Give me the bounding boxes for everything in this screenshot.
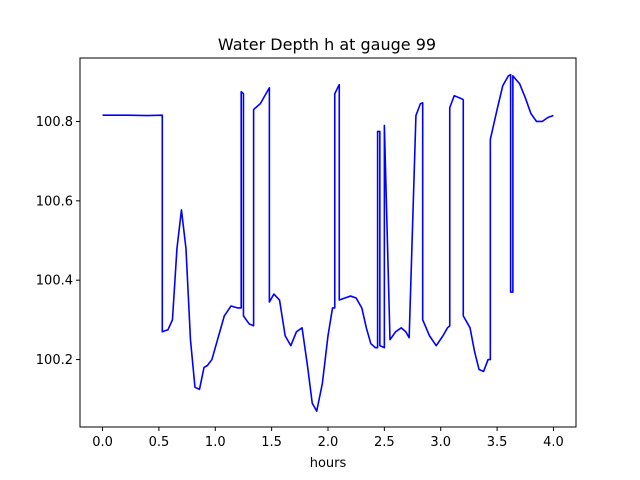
x-tick-label: 2.5 [374, 435, 395, 450]
chart-title: Water Depth h at gauge 99 [218, 35, 436, 54]
x-tick-label: 3.5 [487, 435, 508, 450]
plot-area [102, 73, 554, 412]
x-tick-label: 1.0 [205, 435, 226, 450]
x-tick-label: 3.0 [430, 435, 451, 450]
x-tick-label: 4.0 [543, 435, 564, 450]
y-tick-label: 100.4 [36, 274, 73, 289]
x-tick-label: 0.0 [92, 435, 113, 450]
x-tick-label: 0.5 [149, 435, 170, 450]
x-axis: 0.0 0.5 1.0 1.5 2.0 2.5 3.0 3.5 4.0 [92, 427, 564, 450]
x-tick-label: 1.5 [261, 435, 282, 450]
series-line-0 [102, 73, 554, 412]
y-tick-label: 100.8 [36, 115, 73, 130]
x-axis-label: hours [310, 456, 347, 471]
y-tick-label: 100.2 [36, 353, 73, 368]
y-tick-label: 100.6 [36, 194, 73, 209]
y-axis: 100.2 100.4 100.6 100.8 [36, 115, 80, 368]
x-tick-label: 2.0 [318, 435, 339, 450]
